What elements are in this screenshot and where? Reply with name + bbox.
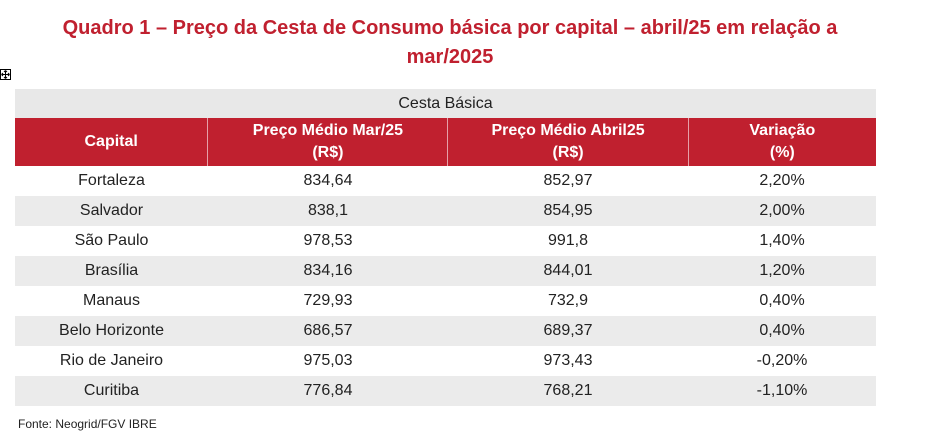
column-header-line2: (R$) <box>312 144 344 161</box>
cell-price-mar: 975,03 <box>303 352 353 369</box>
table-move-handle-icon[interactable] <box>0 69 11 80</box>
cell-capital: Curitiba <box>83 382 140 399</box>
cell-capital: Brasília <box>84 262 139 279</box>
table-body: Fortaleza 834,64 852,97 2,20% Salvador 8… <box>15 166 876 406</box>
table-row: São Paulo 978,53 991,8 1,40% <box>15 226 876 256</box>
cell-price-mar: 834,64 <box>303 172 353 189</box>
column-header-variation: Variação (%) <box>687 118 876 166</box>
source-note: Fonte: Neogrid/FGV IBRE <box>18 417 157 431</box>
cell-capital: Fortaleza <box>78 172 145 189</box>
cell-capital: São Paulo <box>74 232 149 249</box>
cell-price-mar: 686,57 <box>303 322 353 339</box>
table-row: Curitiba 776,84 768,21 -1,10% <box>15 376 876 406</box>
table-header-row: Capital Preço Médio Mar/25 (R$) Preço Mé… <box>15 118 876 166</box>
column-header-line1: Capital <box>84 133 138 150</box>
cell-variation: -1,10% <box>756 382 808 399</box>
table-row: Brasília 834,16 844,01 1,20% <box>15 256 876 286</box>
cell-price-abr: 991,8 <box>547 232 589 249</box>
cell-capital: Rio de Janeiro <box>59 352 164 369</box>
column-header-price-mar: Preço Médio Mar/25 (R$) <box>207 118 447 166</box>
column-header-price-abr: Preço Médio Abril25 (R$) <box>447 118 687 166</box>
cell-price-abr: 732,9 <box>547 292 589 309</box>
price-table: Cesta Básica Capital Preço Médio Mar/25 … <box>15 89 876 406</box>
cell-variation: 1,20% <box>759 262 805 279</box>
cell-variation: 2,20% <box>759 172 805 189</box>
cell-price-abr: 852,97 <box>543 172 593 189</box>
cell-capital: Belo Horizonte <box>59 322 164 339</box>
column-header-capital: Capital <box>15 118 207 166</box>
cell-price-mar: 978,53 <box>303 232 353 249</box>
cell-price-mar: 834,16 <box>303 262 353 279</box>
cell-variation: 0,40% <box>759 322 805 339</box>
table-row: Belo Horizonte 686,57 689,37 0,40% <box>15 316 876 346</box>
cell-price-abr: 689,37 <box>543 322 593 339</box>
column-header-line1: Preço Médio Mar/25 <box>252 122 404 139</box>
column-header-line2: (R$) <box>552 144 584 161</box>
table-row: Manaus 729,93 732,9 0,40% <box>15 286 876 316</box>
cell-variation: -0,20% <box>756 352 808 369</box>
cell-price-abr: 973,43 <box>543 352 593 369</box>
column-header-line1: Variação <box>749 122 816 139</box>
table-row: Rio de Janeiro 975,03 973,43 -0,20% <box>15 346 876 376</box>
cell-price-mar: 776,84 <box>303 382 353 399</box>
cell-capital: Manaus <box>83 292 140 309</box>
cell-price-mar: 838,1 <box>307 202 349 219</box>
cell-price-abr: 768,21 <box>543 382 593 399</box>
column-header-line2: (%) <box>769 144 795 161</box>
cell-variation: 2,00% <box>759 202 805 219</box>
cell-price-abr: 854,95 <box>543 202 593 219</box>
cell-price-abr: 844,01 <box>543 262 593 279</box>
page-title: Quadro 1 – Preço da Cesta de Consumo bás… <box>62 17 838 68</box>
column-header-line1: Preço Médio Abril25 <box>491 122 645 139</box>
cell-variation: 0,40% <box>759 292 805 309</box>
table-row: Fortaleza 834,64 852,97 2,20% <box>15 166 876 196</box>
cell-capital: Salvador <box>79 202 144 219</box>
table-row: Salvador 838,1 854,95 2,00% <box>15 196 876 226</box>
cell-variation: 1,40% <box>759 232 805 249</box>
table-super-header: Cesta Básica <box>15 89 876 118</box>
cell-price-mar: 729,93 <box>303 292 353 309</box>
